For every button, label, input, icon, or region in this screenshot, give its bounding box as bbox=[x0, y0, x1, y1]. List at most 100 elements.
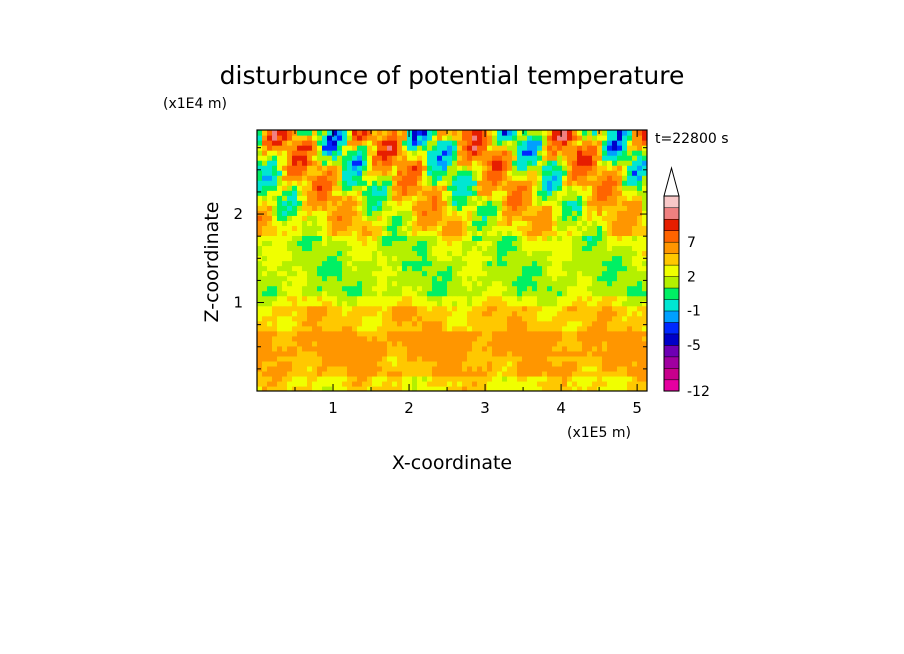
field-cell bbox=[582, 325, 588, 332]
field-cell bbox=[267, 255, 273, 262]
field-cell bbox=[452, 160, 458, 166]
field-cell bbox=[412, 155, 418, 161]
field-cell bbox=[277, 240, 283, 247]
field-cell bbox=[512, 305, 518, 312]
field-cell bbox=[562, 170, 568, 176]
field-cell bbox=[467, 165, 473, 171]
field-cell bbox=[512, 215, 518, 221]
field-cell bbox=[597, 145, 603, 151]
field-cell bbox=[262, 180, 268, 186]
field-cell bbox=[587, 350, 593, 357]
field-cell bbox=[437, 320, 443, 327]
field-cell bbox=[282, 190, 288, 196]
field-cell bbox=[462, 300, 468, 307]
field-cell bbox=[482, 155, 488, 161]
field-cell bbox=[537, 200, 543, 206]
field-cell bbox=[292, 140, 298, 146]
field-cell bbox=[427, 215, 433, 221]
field-cell bbox=[412, 220, 418, 226]
field-cell bbox=[292, 220, 298, 226]
field-cell bbox=[462, 245, 468, 252]
field-cell bbox=[602, 335, 608, 342]
field-cell bbox=[397, 255, 403, 262]
field-cell bbox=[467, 275, 473, 282]
field-cell bbox=[412, 375, 418, 382]
field-cell bbox=[512, 265, 518, 272]
colorbar-segment bbox=[663, 356, 680, 369]
field-cell bbox=[302, 295, 308, 302]
field-cell bbox=[447, 145, 453, 151]
field-cell bbox=[437, 205, 443, 211]
field-cell bbox=[512, 170, 518, 176]
field-cell bbox=[577, 205, 583, 211]
field-cell bbox=[337, 150, 343, 156]
field-cell bbox=[297, 330, 303, 337]
field-cell bbox=[437, 305, 443, 312]
field-cell bbox=[637, 355, 643, 362]
field-cell bbox=[397, 300, 403, 307]
field-cell bbox=[637, 220, 643, 226]
field-cell bbox=[452, 290, 458, 297]
field-cell bbox=[332, 250, 338, 257]
field-cell bbox=[337, 290, 343, 297]
field-cell bbox=[297, 265, 303, 272]
field-cell bbox=[572, 360, 578, 367]
field-cell bbox=[397, 225, 403, 231]
field-cell bbox=[407, 290, 413, 297]
field-cell bbox=[597, 345, 603, 352]
field-cell bbox=[422, 340, 428, 347]
field-cell bbox=[462, 345, 468, 352]
field-cell bbox=[332, 215, 338, 221]
field-cell bbox=[337, 320, 343, 327]
field-cell bbox=[482, 190, 488, 196]
field-cell bbox=[302, 135, 308, 141]
field-cell bbox=[382, 275, 388, 282]
field-cell bbox=[327, 235, 333, 242]
field-cell bbox=[547, 155, 553, 161]
field-cell bbox=[367, 375, 373, 382]
field-cell bbox=[442, 265, 448, 272]
field-cell bbox=[597, 230, 603, 236]
field-cell bbox=[292, 340, 298, 347]
field-cell bbox=[527, 255, 533, 262]
field-cell bbox=[327, 330, 333, 337]
field-cell bbox=[392, 260, 398, 267]
field-cell bbox=[447, 320, 453, 327]
field-cell bbox=[292, 230, 298, 236]
field-cell bbox=[502, 280, 508, 287]
field-cell bbox=[552, 190, 558, 196]
field-cell bbox=[477, 170, 483, 176]
field-cell bbox=[287, 345, 293, 352]
field-cell bbox=[527, 180, 533, 186]
field-cell bbox=[447, 175, 453, 181]
field-cell bbox=[307, 365, 313, 372]
field-cell bbox=[367, 145, 373, 151]
field-cell bbox=[632, 285, 638, 292]
field-cell bbox=[532, 285, 538, 292]
field-cell bbox=[327, 295, 333, 302]
field-cell bbox=[487, 360, 493, 367]
field-cell bbox=[297, 180, 303, 186]
field-cell bbox=[642, 170, 647, 176]
field-cell bbox=[357, 340, 363, 347]
field-cell bbox=[397, 350, 403, 357]
field-cell bbox=[412, 160, 418, 166]
field-cell bbox=[277, 280, 283, 287]
field-cell bbox=[342, 150, 348, 156]
field-cell bbox=[327, 140, 333, 146]
field-cell bbox=[532, 385, 538, 391]
field-cell bbox=[537, 225, 543, 231]
field-cell bbox=[357, 325, 363, 332]
field-cell bbox=[367, 190, 373, 196]
field-cell bbox=[402, 220, 408, 226]
field-cell bbox=[612, 170, 618, 176]
field-cell bbox=[472, 225, 478, 231]
field-cell bbox=[272, 340, 278, 347]
field-cell bbox=[567, 340, 573, 347]
field-cell bbox=[422, 175, 428, 181]
field-cell bbox=[612, 140, 618, 146]
field-cell bbox=[502, 165, 508, 171]
field-cell bbox=[637, 265, 643, 272]
field-cell bbox=[457, 320, 463, 327]
field-cell bbox=[512, 280, 518, 287]
